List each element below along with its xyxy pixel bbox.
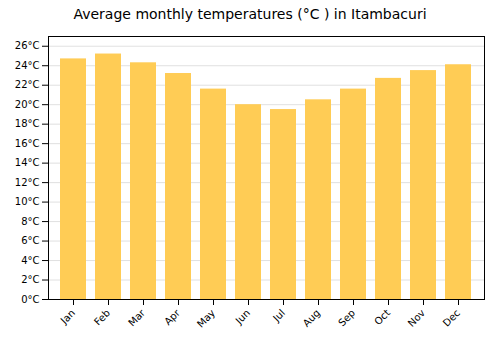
svg-text:6°C: 6°C [21,235,39,246]
svg-text:24°C: 24°C [15,60,40,71]
svg-text:18°C: 18°C [15,118,40,129]
svg-text:Sep: Sep [336,307,357,328]
svg-text:8°C: 8°C [21,216,39,227]
svg-text:Jan: Jan [58,307,77,326]
svg-text:Mar: Mar [126,307,148,329]
svg-text:12°C: 12°C [15,177,40,188]
svg-text:2°C: 2°C [21,274,39,285]
svg-text:14°C: 14°C [15,157,40,168]
svg-text:Jun: Jun [233,307,253,327]
svg-text:22°C: 22°C [15,79,40,90]
svg-text:Nov: Nov [406,307,428,329]
svg-text:16°C: 16°C [15,138,40,149]
svg-text:Apr: Apr [162,307,183,328]
svg-text:Dec: Dec [441,307,462,328]
svg-text:Jul: Jul [270,307,287,324]
svg-text:Feb: Feb [92,307,112,327]
svg-text:4°C: 4°C [21,255,39,266]
svg-text:Oct: Oct [372,307,392,327]
svg-text:26°C: 26°C [15,40,40,51]
svg-text:May: May [195,307,217,329]
svg-text:20°C: 20°C [15,99,40,110]
svg-text:0°C: 0°C [21,294,39,305]
svg-text:Aug: Aug [301,307,323,329]
svg-text:10°C: 10°C [15,196,40,207]
html-text:Average monthly temperatures (: Average monthly temperatures (°C ) in It… [73,6,427,22]
